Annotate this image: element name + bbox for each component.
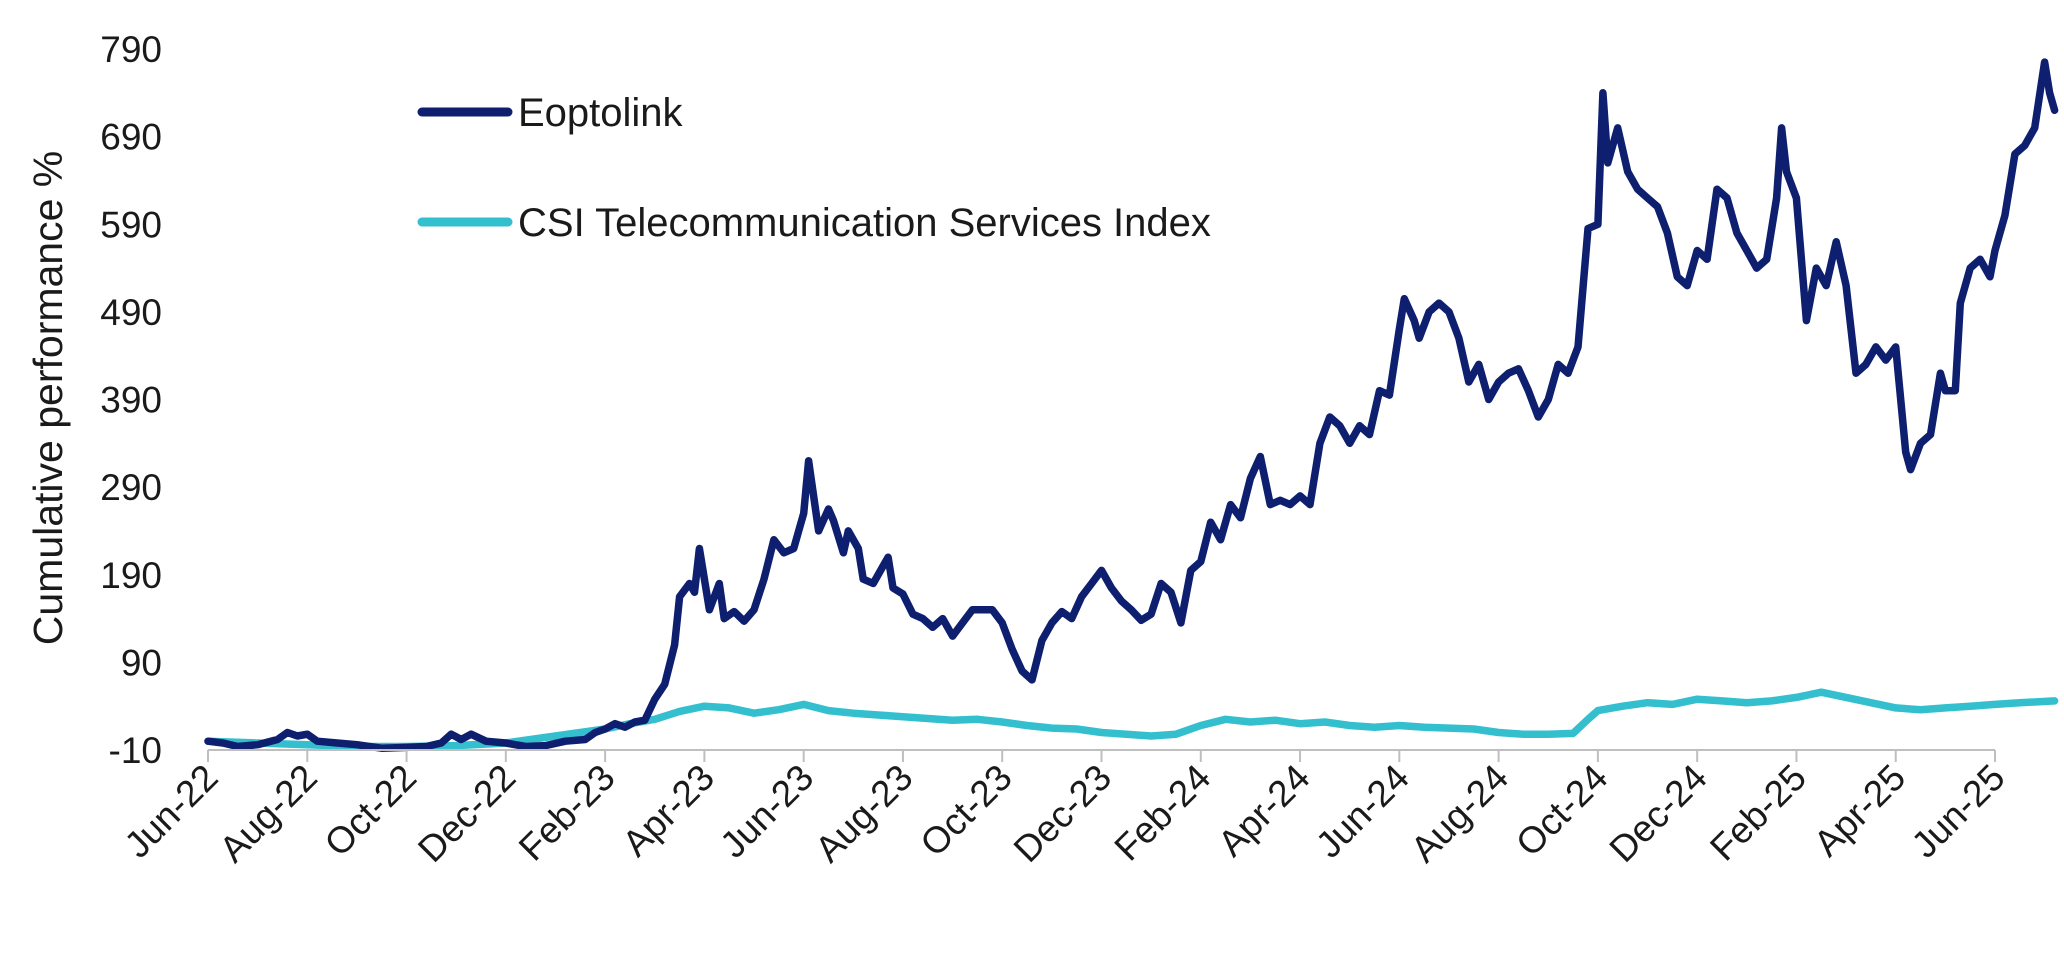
x-tick-label: Dec-22 xyxy=(410,757,523,870)
y-axis: -10 90 190 290 390 490 590 690 790 xyxy=(100,29,162,771)
x-tick-label: Oct-22 xyxy=(317,757,425,865)
series-line-0 xyxy=(204,58,2059,752)
y-tick-label: 690 xyxy=(100,117,162,158)
x-tick-label: Aug-23 xyxy=(807,757,920,870)
y-tick-label: 290 xyxy=(100,467,162,508)
x-tick-label: Jun-25 xyxy=(1904,757,2013,866)
x-tick-label: Feb-24 xyxy=(1107,757,1219,869)
y-tick-label: 390 xyxy=(100,380,162,421)
y-tick-label: 790 xyxy=(100,29,162,70)
y-tick-label: 590 xyxy=(100,204,162,245)
series-line-1 xyxy=(204,688,2059,751)
x-tick-label: Aug-22 xyxy=(212,757,325,870)
legend-label-0: Eoptolink xyxy=(518,91,684,135)
series-lines xyxy=(204,58,2059,752)
x-tick-label: Dec-24 xyxy=(1601,757,1714,870)
x-tick-label: Apr-24 xyxy=(1210,757,1318,865)
x-tick-label: Oct-24 xyxy=(1508,757,1616,865)
legend: Eoptolink CSI Telecommunication Services … xyxy=(417,91,1211,245)
x-tick-label: Apr-23 xyxy=(615,757,723,865)
x-tick-label: Dec-23 xyxy=(1006,757,1119,870)
x-tick-label: Aug-24 xyxy=(1403,757,1516,870)
y-axis-title: Cumulative performance % xyxy=(25,151,71,645)
x-tick-label: Jun-23 xyxy=(712,757,821,866)
y-tick-label: 190 xyxy=(100,555,162,596)
x-tick-label: Jun-24 xyxy=(1308,757,1417,866)
x-tick-label: Feb-25 xyxy=(1702,757,1814,869)
x-tick-label: Oct-23 xyxy=(912,757,1020,865)
y-tick-label: -10 xyxy=(109,730,162,771)
x-axis: Jun-22Aug-22Oct-22Dec-22Feb-23Apr-23Jun-… xyxy=(117,749,2013,870)
legend-label-1: CSI Telecommunication Services Index xyxy=(518,201,1211,245)
x-tick-label: Feb-23 xyxy=(511,757,623,869)
y-tick-label: 490 xyxy=(100,292,162,333)
x-tick-label: Jun-22 xyxy=(117,757,226,866)
x-tick-label: Apr-25 xyxy=(1806,757,1914,865)
y-tick-label: 90 xyxy=(121,642,162,683)
